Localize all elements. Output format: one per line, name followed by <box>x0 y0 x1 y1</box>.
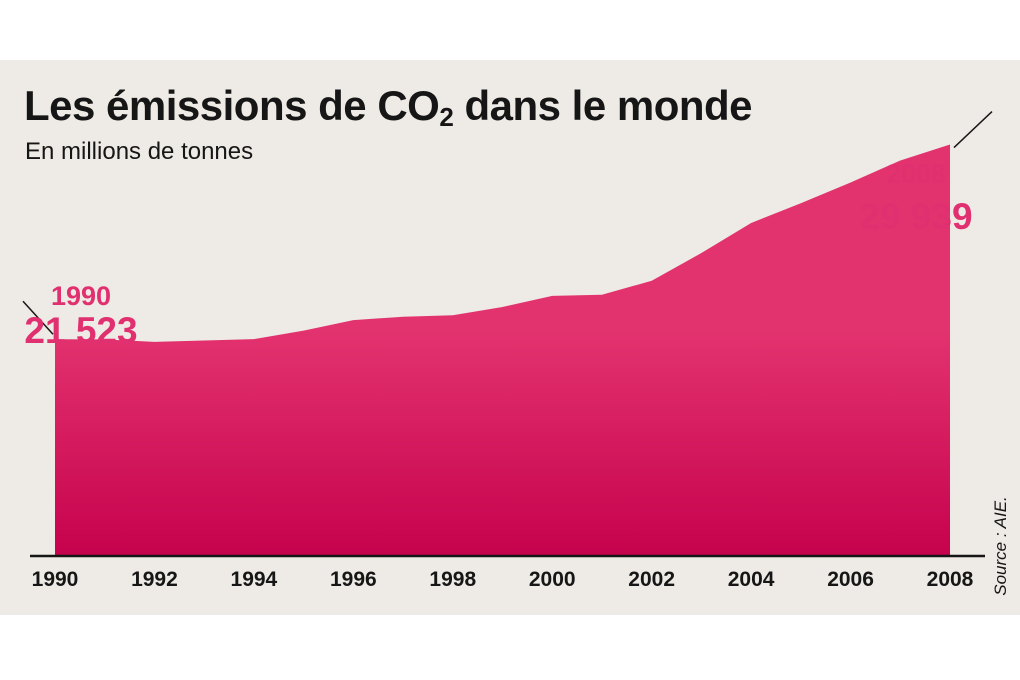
title-subscript: 2 <box>439 102 454 132</box>
title-rest: dans le monde <box>453 82 753 129</box>
annotation-leader-2008 <box>953 111 993 149</box>
annotation-year-2008: 2008 <box>886 159 946 189</box>
x-tick-label-1996: 1996 <box>330 568 377 591</box>
annotation-value-1990: 21 523 <box>24 310 137 351</box>
x-tick-label-1992: 1992 <box>131 568 178 591</box>
x-tick-label-2006: 2006 <box>827 568 874 591</box>
x-tick-label-1990: 1990 <box>32 568 79 591</box>
x-tick-label-2004: 2004 <box>728 568 775 591</box>
x-tick-label-2008: 2008 <box>927 568 974 591</box>
x-tick-label-2002: 2002 <box>628 568 675 591</box>
x-tick-label-2000: 2000 <box>529 568 576 591</box>
annotation-year-1990: 1990 <box>51 281 111 311</box>
chart-subtitle: En millions de tonnes <box>25 138 254 165</box>
annotation-leader-1990 <box>22 300 54 335</box>
annotation-value-2008: 29 939 <box>859 196 972 237</box>
title-main: Les émissions de CO <box>24 82 440 129</box>
chart-title: Les émissions de CO2 dans le monde <box>24 82 753 132</box>
x-tick-label-1998: 1998 <box>429 568 476 591</box>
x-tick-label-1994: 1994 <box>231 568 278 591</box>
series-area <box>55 144 950 555</box>
